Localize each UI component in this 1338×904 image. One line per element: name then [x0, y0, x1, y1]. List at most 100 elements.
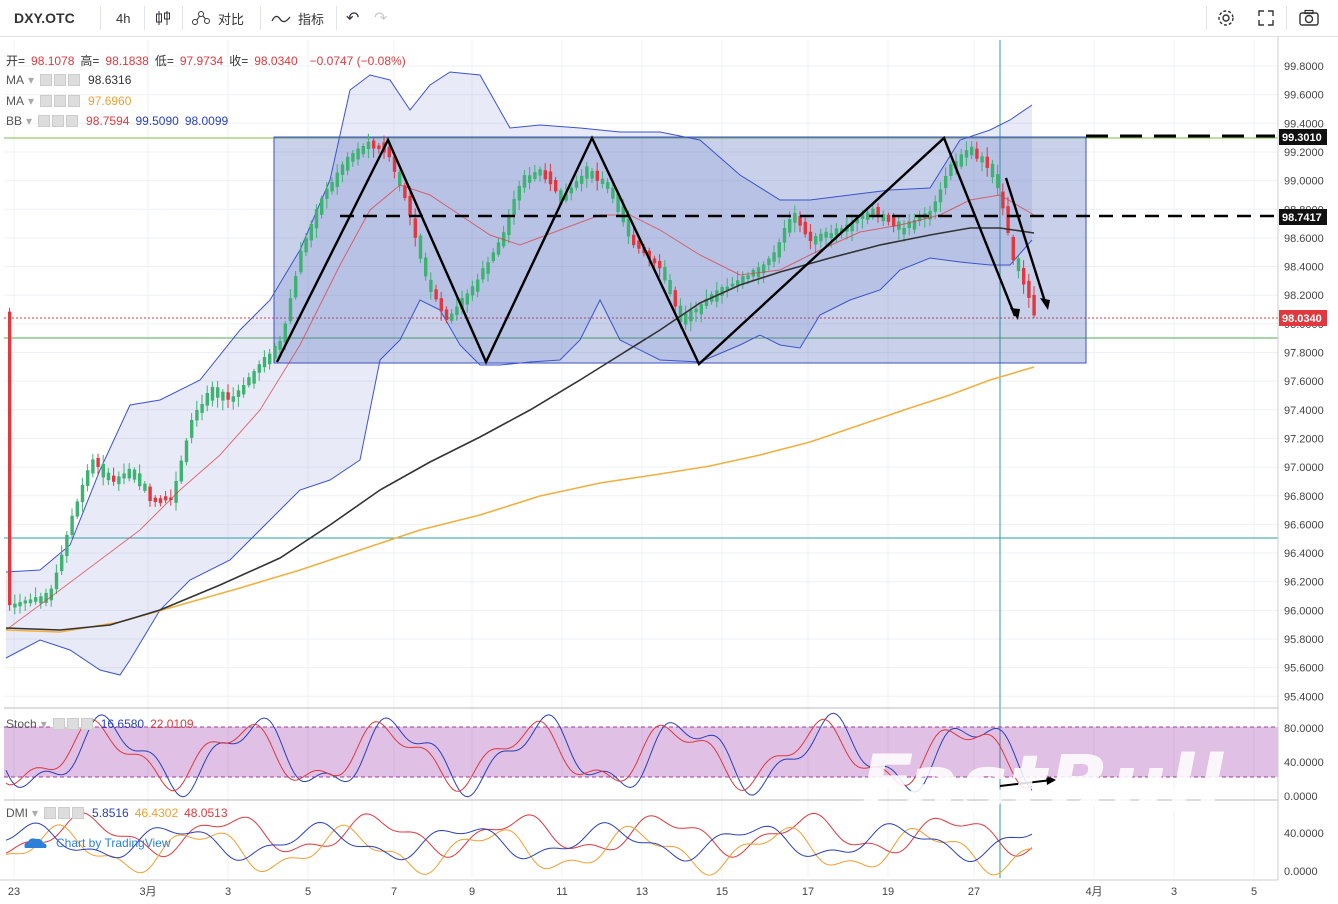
- chevron-down-icon[interactable]: ▾: [32, 806, 39, 820]
- candle-body: [278, 340, 282, 350]
- snapshot-button[interactable]: [1298, 0, 1320, 36]
- candle-body: [954, 161, 958, 169]
- redo-button[interactable]: ↷: [374, 0, 387, 36]
- fullscreen-button[interactable]: [1256, 0, 1276, 36]
- time-tick-label: 7: [391, 886, 397, 898]
- candle-body: [361, 146, 365, 155]
- symbol-button[interactable]: DXY.OTC: [14, 10, 75, 26]
- candle-body: [512, 198, 516, 216]
- close-value: 98.0340: [254, 53, 298, 68]
- dmi-pane: [5, 812, 1033, 876]
- price-tick-label: 98.6000: [1284, 233, 1324, 245]
- candle-body: [959, 154, 963, 167]
- candle-body: [174, 481, 178, 503]
- gear-icon[interactable]: [66, 718, 79, 730]
- dmi-tick-label: 40.0000: [1284, 828, 1324, 840]
- dmi-minus-line: [5, 824, 1033, 876]
- stoch-legend[interactable]: Stoch ▾ 16.6580 22.0109: [6, 717, 194, 731]
- open-label: 开=: [6, 54, 26, 68]
- eye-icon[interactable]: [40, 95, 53, 107]
- chevron-down-icon[interactable]: ▾: [26, 114, 33, 128]
- eye-icon[interactable]: [52, 718, 65, 730]
- candle-body: [626, 218, 631, 237]
- candle-body: [881, 214, 885, 221]
- price-tag-mid: 98.7417: [1282, 212, 1322, 224]
- tradingview-attribution[interactable]: Chart by TradingView: [22, 836, 171, 850]
- time-axis[interactable]: 23 3月 3 5 7 9 11 13 15 17 19 27 4月 3 5: [0, 879, 1338, 901]
- interval-button[interactable]: 4h: [116, 10, 131, 26]
- time-tick-label: 15: [716, 886, 728, 898]
- low-label: 低=: [154, 54, 174, 68]
- time-tick-label: 9: [469, 886, 475, 898]
- dmi-legend[interactable]: DMI ▾ 5.8516 46.4302 48.0513: [6, 806, 228, 820]
- bb-legend[interactable]: BB ▾ 98.7594 99.5090 98.0099: [6, 114, 228, 128]
- candle-body: [621, 205, 625, 223]
- candle-body: [793, 212, 797, 223]
- candle-body: [23, 600, 27, 604]
- high-value: 98.1838: [105, 53, 149, 68]
- bb-upper-line: [5, 71, 1033, 573]
- ma1-legend[interactable]: MA ▾ 98.6316: [6, 73, 131, 87]
- candle-body: [876, 206, 880, 217]
- close-icon[interactable]: [68, 95, 81, 107]
- candle-body: [647, 250, 651, 259]
- gear-icon[interactable]: [58, 807, 71, 819]
- candle-body: [346, 156, 350, 171]
- chevron-down-icon[interactable]: ▾: [40, 717, 47, 731]
- candle-body: [569, 187, 573, 194]
- chevron-down-icon[interactable]: ▾: [28, 73, 35, 87]
- compare-button[interactable]: 对比: [190, 0, 244, 36]
- chevron-down-icon[interactable]: ▾: [28, 94, 35, 108]
- candle-style-button[interactable]: [154, 0, 172, 36]
- undo-button[interactable]: ↶: [346, 0, 359, 36]
- candle-body: [522, 175, 527, 188]
- candle-body: [106, 472, 111, 481]
- ma2-legend[interactable]: MA ▾ 97.6960: [6, 94, 131, 108]
- settings-button[interactable]: [1216, 0, 1236, 36]
- gear-icon[interactable]: [54, 95, 67, 107]
- toolbar-divider: [1206, 6, 1207, 30]
- candle-body: [1006, 206, 1010, 233]
- stoch-tick-label: 0.0000: [1284, 791, 1318, 803]
- stoch-arrow-line: [999, 779, 1053, 787]
- close-icon[interactable]: [68, 74, 81, 86]
- close-icon[interactable]: [66, 115, 79, 127]
- candle-body: [481, 268, 485, 280]
- eye-icon[interactable]: [38, 115, 51, 127]
- indicators-button[interactable]: 指标: [270, 0, 324, 36]
- candle-body: [741, 276, 745, 285]
- candle-body: [392, 156, 397, 172]
- price-tag-top-bg: [1279, 129, 1327, 145]
- price-tick-label: 96.0000: [1284, 605, 1324, 617]
- redo-icon: ↷: [374, 10, 388, 27]
- stoch-k-value: 16.6580: [100, 717, 145, 731]
- candle-body: [148, 486, 152, 501]
- stoch-d-line: [5, 718, 1033, 792]
- candle-body: [320, 198, 324, 215]
- toolbar-divider: [1286, 6, 1287, 30]
- candle-body: [938, 189, 943, 203]
- gear-icon[interactable]: [54, 74, 67, 86]
- candle-body: [652, 258, 657, 264]
- candle-body: [689, 310, 693, 322]
- candle-body: [387, 146, 391, 158]
- candle-body: [112, 475, 116, 482]
- candle-body: [590, 171, 594, 179]
- chart-area[interactable]: 99.800099.600099.400099.200099.000098.80…: [0, 37, 1338, 904]
- price-axis[interactable]: 99.800099.600099.400099.200099.000098.80…: [1277, 37, 1338, 901]
- candle-body: [39, 596, 43, 604]
- gear-icon[interactable]: [52, 115, 65, 127]
- eye-icon[interactable]: [40, 74, 53, 86]
- chart-canvas[interactable]: 99.800099.600099.400099.200099.000098.80…: [0, 37, 1338, 901]
- bb-name: BB: [6, 114, 23, 128]
- candle-body: [829, 233, 833, 239]
- close-icon[interactable]: [80, 718, 93, 730]
- price-tick-label: 98.2000: [1284, 290, 1324, 302]
- candle-body: [840, 228, 844, 233]
- ma2-name: MA: [6, 94, 24, 108]
- bb-basis-value: 98.7594: [86, 114, 130, 128]
- close-icon[interactable]: [72, 807, 85, 819]
- candle-body: [694, 308, 698, 313]
- candle-body: [439, 298, 443, 312]
- eye-icon[interactable]: [44, 807, 57, 819]
